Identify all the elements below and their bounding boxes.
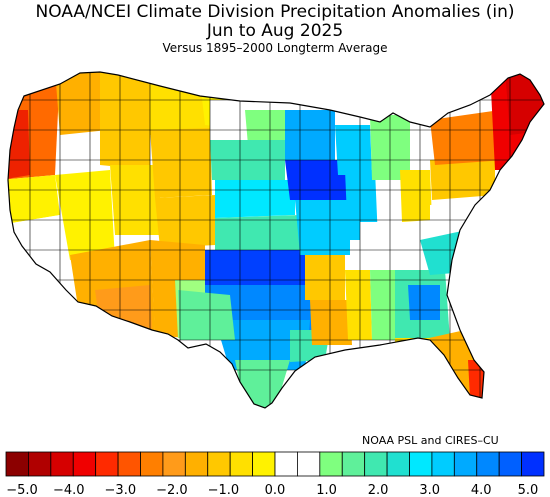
legend-tick-label: −2.0 (156, 483, 188, 497)
legend-cell (5, 451, 29, 477)
legend-cell (72, 451, 97, 477)
map-period: Jun to Aug 2025 (206, 21, 344, 41)
map-title: NOAA/NCEI Climate Division Precipitation… (35, 2, 515, 22)
division-colorado (155, 195, 215, 248)
legend-tick-label: −1.0 (208, 483, 240, 497)
legend-tick-label: 3.0 (419, 483, 440, 497)
division-idaho (100, 72, 150, 170)
legend-cell (476, 451, 500, 477)
legend-cell (297, 451, 321, 477)
division-pennsylvania (430, 155, 495, 200)
division-new-york (430, 110, 505, 165)
legend-tick-label: 0.0 (265, 483, 286, 497)
division-arkansas (305, 255, 345, 300)
legend-cell (140, 451, 164, 477)
legend-cell (274, 451, 298, 477)
division-louisiana (310, 300, 352, 345)
legend-cell (319, 451, 343, 477)
division-fills (8, 72, 544, 408)
division-washington-interior (55, 72, 110, 135)
division-utah (110, 165, 160, 235)
legend-cell (453, 451, 478, 477)
division-oregon-coast (8, 110, 30, 180)
division-minnesota (285, 110, 335, 160)
legend-cell (431, 451, 455, 477)
legend-cell (521, 451, 545, 477)
legend-tick-label: 4.0 (471, 483, 492, 497)
division-wyoming (150, 128, 212, 198)
legend-cell (207, 451, 231, 477)
division-kentucky (360, 222, 430, 248)
legend-cell (117, 451, 141, 477)
legend-cell (95, 451, 119, 477)
map-baseline: Versus 1895–2000 Longterm Average (162, 41, 388, 55)
division-oklahoma (205, 250, 305, 285)
legend-cell (386, 451, 410, 477)
division-borders (8, 72, 544, 408)
division-georgia-south (408, 285, 440, 320)
legend-cell (341, 451, 366, 477)
legend-tick-label: 2.0 (368, 483, 389, 497)
division-wisconsin (335, 125, 372, 175)
legend-cell (162, 451, 186, 477)
legend-cell (498, 451, 522, 477)
legend-tick-label: −5.0 (6, 483, 38, 497)
division-tennessee (350, 245, 420, 270)
legend-cell (184, 451, 209, 477)
division-nebraska (215, 180, 295, 218)
legend-cell (28, 451, 52, 477)
legend-cell (252, 451, 276, 477)
legend-ticks: −5.0 −4.0 −3.0 −2.0 −1.0 0.0 1.0 2.0 3.0 4.0 5.0 (6, 483, 538, 497)
legend-tick-label: −3.0 (105, 483, 137, 497)
legend-cell (50, 451, 74, 477)
division-kansas (215, 215, 302, 250)
division-missouri (295, 200, 350, 255)
division-ohio (400, 170, 432, 222)
legend-cell (364, 451, 388, 477)
data-credit: NOAA PSL and CIRES–CU (362, 434, 499, 447)
legend-tick-label: 1.0 (316, 483, 337, 497)
division-alabama (370, 270, 395, 340)
division-nevada (55, 170, 115, 260)
legend-tick-label: 5.0 (518, 483, 539, 497)
legend-cell (229, 451, 253, 477)
division-mississippi (345, 270, 372, 340)
legend-tick-label: −4.0 (53, 483, 85, 497)
division-texas-central (215, 320, 310, 370)
division-texas-west (178, 290, 235, 340)
division-north-dakota-east (245, 110, 285, 145)
legend-cell (409, 451, 433, 477)
legend-cells (5, 451, 545, 477)
